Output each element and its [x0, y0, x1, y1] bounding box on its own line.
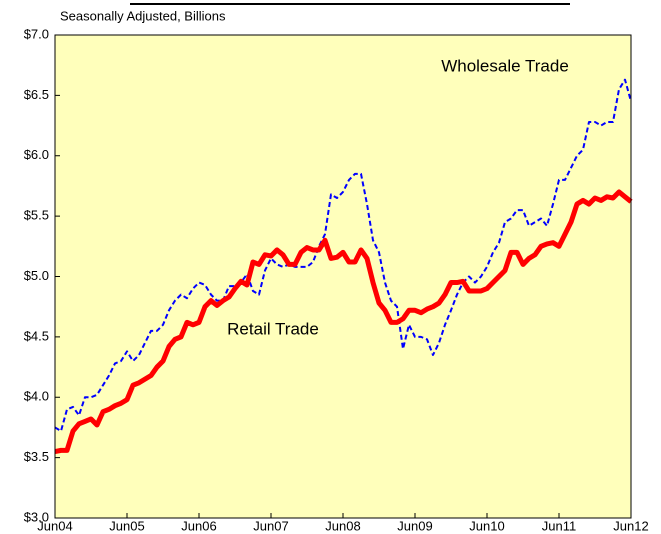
annotation: Wholesale Trade	[441, 56, 569, 75]
y-tick-label: $7.0	[24, 26, 49, 41]
marks	[54, 78, 633, 455]
y-tick-label: $5.5	[24, 208, 49, 223]
annotation: Retail Trade	[227, 319, 319, 338]
x-tick-label: Jun08	[325, 518, 360, 533]
y-tick-label: $6.5	[24, 87, 49, 102]
y-tick-label: $6.0	[24, 147, 49, 162]
y-tick-label: $5.0	[24, 268, 49, 283]
y-tick-label: $4.5	[24, 328, 49, 343]
x-tick-label: Jun09	[397, 518, 432, 533]
x-tick-label: Jun07	[253, 518, 288, 533]
plot-area	[55, 35, 631, 518]
y-tick-label: $4.0	[24, 389, 49, 404]
series-line	[54, 78, 632, 433]
x-tick-label: Jun10	[469, 518, 504, 533]
x-tick-label: Jun05	[109, 518, 144, 533]
subtitle: Seasonally Adjusted, Billions	[60, 8, 226, 23]
y-tick-label: $3.5	[24, 449, 49, 464]
x-tick-label: Jun06	[181, 518, 216, 533]
x-tick-label: Jun12	[613, 518, 648, 533]
y-tick-label: $3.0	[24, 509, 49, 524]
x-tick-label: Jun04	[37, 518, 72, 533]
x-tick-label: Jun11	[542, 518, 576, 533]
series-line	[54, 189, 633, 455]
